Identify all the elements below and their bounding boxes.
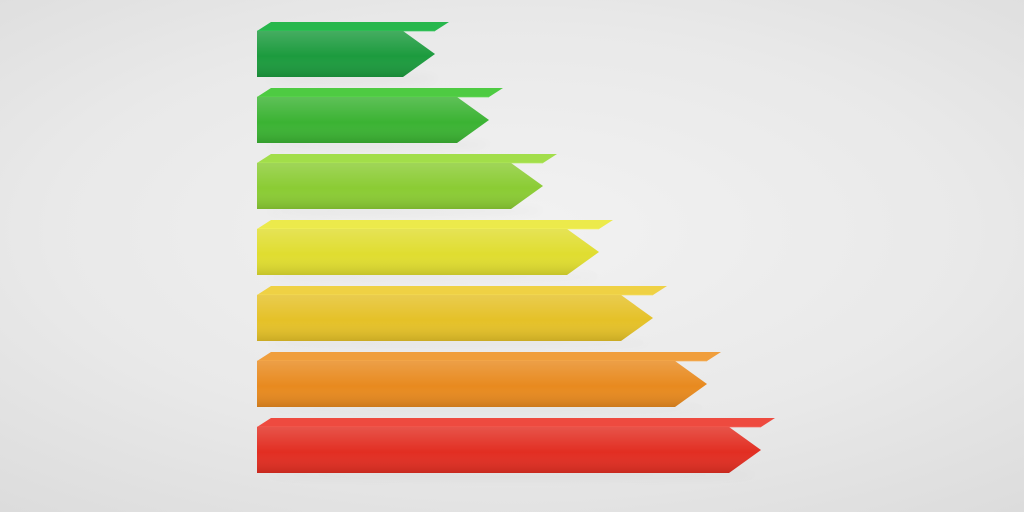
rating-bar-b [257, 88, 507, 157]
rating-bar-c [257, 154, 561, 223]
bar-front-face [257, 229, 601, 277]
rating-bar-f [257, 352, 725, 421]
bar-front-face [257, 163, 545, 211]
energy-rating-chart [0, 0, 1024, 512]
bar-front-face [257, 97, 491, 145]
bar-front-face [257, 427, 763, 475]
bar-front-face [257, 295, 655, 343]
rating-bar-a [257, 22, 453, 91]
rating-bar-g [257, 418, 779, 487]
bar-front-face [257, 31, 437, 79]
rating-bar-d [257, 220, 617, 289]
rating-bar-e [257, 286, 671, 355]
bar-front-face [257, 361, 709, 409]
